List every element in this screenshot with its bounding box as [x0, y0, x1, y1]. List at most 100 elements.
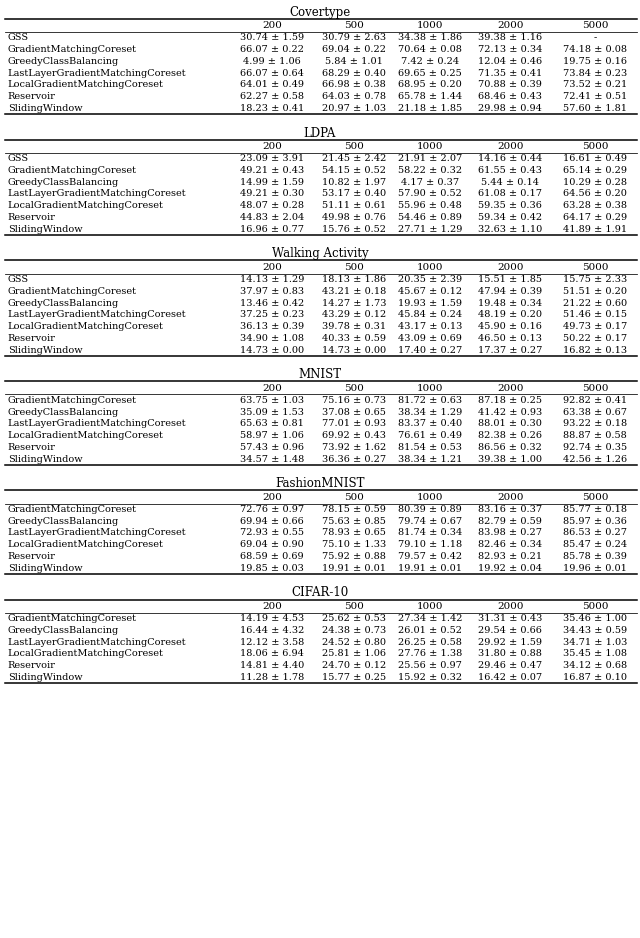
Text: GreedyClassBalancing: GreedyClassBalancing [8, 626, 119, 635]
Text: Reservoir: Reservoir [8, 334, 56, 343]
Text: 15.77 ± 0.25: 15.77 ± 0.25 [322, 673, 386, 682]
Text: MNIST: MNIST [298, 369, 342, 382]
Text: 2000: 2000 [497, 22, 524, 30]
Text: 75.63 ± 0.85: 75.63 ± 0.85 [322, 517, 386, 525]
Text: GradientMatchingCoreset: GradientMatchingCoreset [8, 505, 137, 514]
Text: 73.52 ± 0.21: 73.52 ± 0.21 [563, 81, 627, 89]
Text: FashionMNIST: FashionMNIST [275, 477, 365, 491]
Text: Reservoir: Reservoir [8, 213, 56, 222]
Text: 30.79 ± 2.63: 30.79 ± 2.63 [322, 33, 386, 42]
Text: 83.37 ± 0.40: 83.37 ± 0.40 [398, 419, 462, 429]
Text: GSS: GSS [8, 33, 29, 42]
Text: 2000: 2000 [497, 493, 524, 502]
Text: 16.44 ± 4.32: 16.44 ± 4.32 [240, 626, 304, 635]
Text: 15.51 ± 1.85: 15.51 ± 1.85 [478, 275, 542, 284]
Text: 51.46 ± 0.15: 51.46 ± 0.15 [563, 310, 627, 319]
Text: 2000: 2000 [497, 602, 524, 612]
Text: 10.82 ± 1.97: 10.82 ± 1.97 [322, 177, 386, 187]
Text: 500: 500 [344, 602, 364, 612]
Text: 5000: 5000 [582, 602, 609, 612]
Text: 4.17 ± 0.37: 4.17 ± 0.37 [401, 177, 459, 187]
Text: 69.94 ± 0.66: 69.94 ± 0.66 [240, 517, 304, 525]
Text: 38.34 ± 1.29: 38.34 ± 1.29 [398, 408, 462, 416]
Text: 77.01 ± 0.93: 77.01 ± 0.93 [322, 419, 386, 429]
Text: 500: 500 [344, 143, 364, 151]
Text: 16.96 ± 0.77: 16.96 ± 0.77 [240, 225, 304, 234]
Text: 17.40 ± 0.27: 17.40 ± 0.27 [398, 345, 462, 355]
Text: SlidingWindow: SlidingWindow [8, 345, 83, 355]
Text: 20.97 ± 1.03: 20.97 ± 1.03 [322, 104, 386, 113]
Text: 75.16 ± 0.73: 75.16 ± 0.73 [322, 396, 386, 405]
Text: 68.29 ± 0.40: 68.29 ± 0.40 [322, 68, 386, 78]
Text: 64.01 ± 0.49: 64.01 ± 0.49 [240, 81, 304, 89]
Text: LastLayerGradientMatchingCoreset: LastLayerGradientMatchingCoreset [8, 68, 186, 78]
Text: Reservoir: Reservoir [8, 661, 56, 670]
Text: 18.13 ± 1.86: 18.13 ± 1.86 [322, 275, 386, 284]
Text: 62.27 ± 0.58: 62.27 ± 0.58 [240, 92, 304, 101]
Text: 2000: 2000 [497, 143, 524, 151]
Text: SlidingWindow: SlidingWindow [8, 455, 83, 463]
Text: 5000: 5000 [582, 384, 609, 393]
Text: 81.54 ± 0.53: 81.54 ± 0.53 [398, 443, 462, 452]
Text: 49.98 ± 0.76: 49.98 ± 0.76 [322, 213, 386, 222]
Text: 43.17 ± 0.13: 43.17 ± 0.13 [398, 322, 462, 331]
Text: 31.31 ± 0.43: 31.31 ± 0.43 [478, 614, 542, 623]
Text: 43.21 ± 0.18: 43.21 ± 0.18 [322, 287, 386, 295]
Text: Reservoir: Reservoir [8, 92, 56, 101]
Text: 17.37 ± 0.27: 17.37 ± 0.27 [478, 345, 542, 355]
Text: 5000: 5000 [582, 22, 609, 30]
Text: GradientMatchingCoreset: GradientMatchingCoreset [8, 396, 137, 405]
Text: LocalGradientMatchingCoreset: LocalGradientMatchingCoreset [8, 81, 164, 89]
Text: 19.75 ± 0.16: 19.75 ± 0.16 [563, 57, 627, 66]
Text: LastLayerGradientMatchingCoreset: LastLayerGradientMatchingCoreset [8, 189, 186, 199]
Text: 46.50 ± 0.13: 46.50 ± 0.13 [478, 334, 542, 343]
Text: 19.85 ± 0.03: 19.85 ± 0.03 [240, 564, 304, 573]
Text: 5.84 ± 1.01: 5.84 ± 1.01 [325, 57, 383, 66]
Text: 81.74 ± 0.34: 81.74 ± 0.34 [398, 528, 462, 537]
Text: SlidingWindow: SlidingWindow [8, 564, 83, 573]
Text: 25.81 ± 1.06: 25.81 ± 1.06 [322, 649, 386, 658]
Text: LastLayerGradientMatchingCoreset: LastLayerGradientMatchingCoreset [8, 638, 186, 646]
Text: 37.08 ± 0.65: 37.08 ± 0.65 [322, 408, 386, 416]
Text: 69.92 ± 0.43: 69.92 ± 0.43 [322, 431, 386, 440]
Text: 14.13 ± 1.29: 14.13 ± 1.29 [240, 275, 304, 284]
Text: -: - [593, 33, 597, 42]
Text: 92.82 ± 0.41: 92.82 ± 0.41 [563, 396, 627, 405]
Text: 21.22 ± 0.60: 21.22 ± 0.60 [563, 298, 627, 308]
Text: GradientMatchingCoreset: GradientMatchingCoreset [8, 614, 137, 623]
Text: 73.84 ± 0.23: 73.84 ± 0.23 [563, 68, 627, 78]
Text: 45.90 ± 0.16: 45.90 ± 0.16 [478, 322, 542, 331]
Text: 35.46 ± 1.00: 35.46 ± 1.00 [563, 614, 627, 623]
Text: 69.04 ± 0.90: 69.04 ± 0.90 [240, 540, 304, 550]
Text: 12.04 ± 0.46: 12.04 ± 0.46 [478, 57, 542, 66]
Text: 34.90 ± 1.08: 34.90 ± 1.08 [240, 334, 304, 343]
Text: 58.97 ± 1.06: 58.97 ± 1.06 [240, 431, 304, 440]
Text: GreedyClassBalancing: GreedyClassBalancing [8, 177, 119, 187]
Text: 1000: 1000 [417, 493, 444, 502]
Text: 68.46 ± 0.43: 68.46 ± 0.43 [478, 92, 542, 101]
Text: 25.56 ± 0.97: 25.56 ± 0.97 [398, 661, 462, 670]
Text: 55.96 ± 0.48: 55.96 ± 0.48 [398, 202, 462, 210]
Text: 24.52 ± 0.80: 24.52 ± 0.80 [322, 638, 386, 646]
Text: 85.77 ± 0.18: 85.77 ± 0.18 [563, 505, 627, 514]
Text: 26.01 ± 0.52: 26.01 ± 0.52 [398, 626, 462, 635]
Text: 14.73 ± 0.00: 14.73 ± 0.00 [240, 345, 304, 355]
Text: 82.93 ± 0.21: 82.93 ± 0.21 [478, 552, 542, 561]
Text: 200: 200 [262, 493, 282, 502]
Text: 72.41 ± 0.51: 72.41 ± 0.51 [563, 92, 627, 101]
Text: 40.33 ± 0.59: 40.33 ± 0.59 [322, 334, 386, 343]
Text: 16.42 ± 0.07: 16.42 ± 0.07 [478, 673, 542, 682]
Text: 81.72 ± 0.63: 81.72 ± 0.63 [398, 396, 462, 405]
Text: 5000: 5000 [582, 493, 609, 502]
Text: Walking Activity: Walking Activity [272, 248, 368, 261]
Text: 25.62 ± 0.53: 25.62 ± 0.53 [322, 614, 386, 623]
Text: GreedyClassBalancing: GreedyClassBalancing [8, 57, 119, 66]
Text: 72.76 ± 0.97: 72.76 ± 0.97 [240, 505, 304, 514]
Text: 45.67 ± 0.12: 45.67 ± 0.12 [398, 287, 462, 295]
Text: 14.73 ± 0.00: 14.73 ± 0.00 [322, 345, 386, 355]
Text: 36.13 ± 0.39: 36.13 ± 0.39 [240, 322, 304, 331]
Text: 1000: 1000 [417, 384, 444, 393]
Text: 69.04 ± 0.22: 69.04 ± 0.22 [322, 45, 386, 54]
Text: 85.78 ± 0.39: 85.78 ± 0.39 [563, 552, 627, 561]
Text: 47.94 ± 0.39: 47.94 ± 0.39 [478, 287, 542, 295]
